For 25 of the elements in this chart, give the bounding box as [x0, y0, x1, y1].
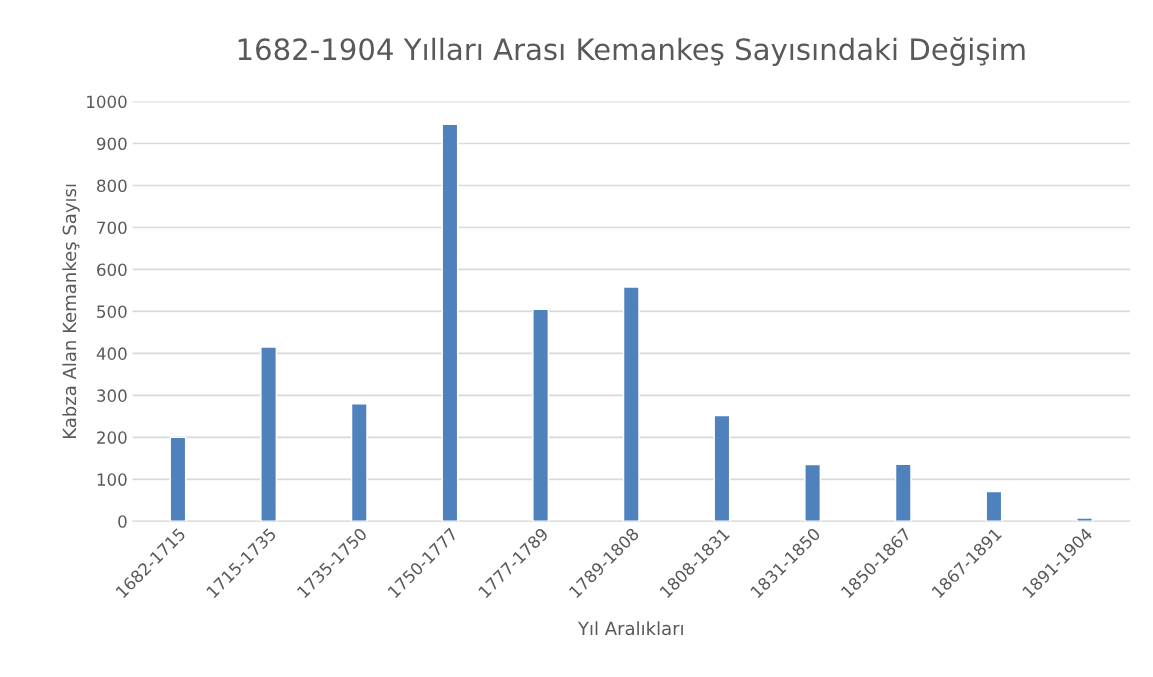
y-axis-title: Kabza Alan Kemankeş Sayısı	[62, 184, 80, 439]
bar	[532, 308, 550, 522]
bar	[713, 414, 731, 522]
y-tick-label: 300	[97, 389, 127, 402]
bar	[622, 286, 640, 522]
y-tick-label: 100	[97, 473, 127, 486]
y-tick-label: 400	[96, 347, 127, 360]
bar	[894, 463, 912, 522]
y-tick-label: 700	[97, 221, 127, 235]
bar	[985, 490, 1003, 522]
y-tick-label: 500	[97, 305, 127, 318]
y-tick-label: 800	[97, 179, 127, 193]
bar	[441, 123, 459, 522]
y-tick-label: 200	[97, 431, 127, 444]
bar	[169, 436, 187, 522]
chart-title: 1682-1904 Yılları Arası Kemankeş Sayısındaki Değişim	[238, 36, 1025, 66]
bar	[260, 346, 277, 522]
y-tick-label: 600	[97, 263, 127, 277]
y-tick-label: 900	[96, 137, 127, 151]
bar	[350, 403, 368, 522]
bar	[1076, 517, 1094, 522]
bar	[804, 463, 822, 522]
y-tick-label: 0	[118, 515, 127, 528]
y-tick-label: 1000	[87, 95, 127, 109]
x-axis-title: Yıl Aralıkları	[577, 621, 683, 636]
